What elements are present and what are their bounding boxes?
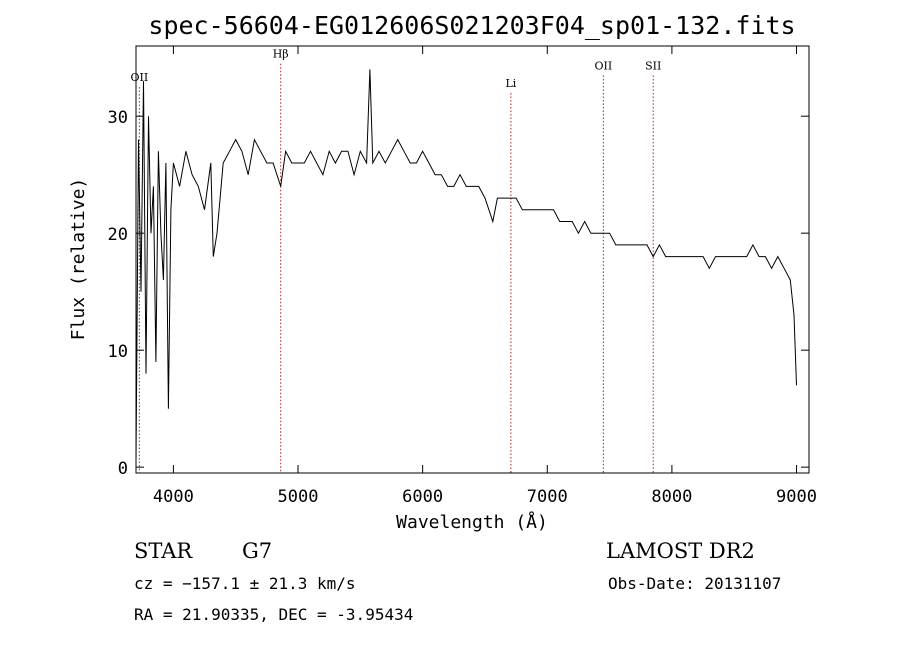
plot-frame (135, 45, 810, 474)
emission-line-label: OII (131, 71, 149, 84)
x-tick-label: 5000 (278, 487, 319, 507)
x-tick-label: 7000 (527, 487, 568, 507)
y-axis-ticks: 0 10 20 30 (108, 108, 809, 479)
y-tick-label: 0 (118, 459, 128, 479)
x-axis-label: Wavelength (Å) (396, 511, 548, 533)
object-class: STAR (134, 539, 193, 563)
x-tick-label: 6000 (402, 487, 443, 507)
x-tick-label: 9000 (776, 487, 817, 507)
x-tick-label: 4000 (153, 487, 194, 507)
y-tick-label: 20 (108, 225, 128, 245)
observation-date: Obs-Date: 20131107 (608, 574, 781, 593)
y-tick-label: 10 (108, 342, 128, 362)
survey-name: LAMOST DR2 (606, 539, 755, 563)
emission-line-label: Hβ (273, 48, 289, 61)
redshift-value: cz = −157.1 ± 21.3 km/s (134, 574, 356, 593)
y-axis-label: Flux (relative) (68, 178, 89, 341)
spectrum-line (135, 69, 797, 462)
object-subclass: G7 (242, 539, 272, 563)
chart-title: spec-56604-EG012606S021203F04_sp01-132.f… (148, 11, 795, 40)
emission-line-label: SII (645, 59, 661, 72)
emission-line-markers: OII Hβ Li OII SII (131, 48, 661, 473)
coordinates: RA = 21.90335, DEC = -3.95434 (134, 605, 413, 624)
y-tick-label: 30 (108, 108, 128, 128)
emission-line-label: OII (595, 59, 613, 72)
x-tick-label: 8000 (651, 487, 692, 507)
x-axis-ticks: 4000 5000 6000 7000 8000 9000 (153, 46, 817, 507)
emission-line-label: Li (505, 77, 516, 90)
